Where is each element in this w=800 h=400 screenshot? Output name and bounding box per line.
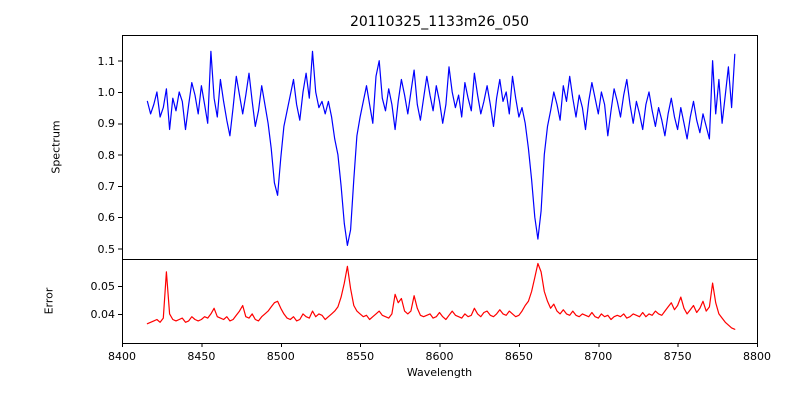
x-axis-label: Wavelength — [406, 366, 473, 379]
x-tick-label: 8650 — [504, 350, 533, 363]
error-y-tick-label: 0.05 — [90, 279, 116, 293]
spectrum-y-tick-label: 0.6 — [97, 211, 116, 225]
spectrum-plot-area — [122, 35, 758, 260]
spectrum-y-axis-label: Spectrum — [49, 120, 63, 174]
chart-title: 20110325_1133m26_050 — [349, 14, 530, 30]
spectrum-y-tick-label: 0.8 — [97, 148, 116, 162]
error-plot-area — [122, 259, 758, 344]
spectrum-y-tick-label: 0.7 — [97, 179, 116, 193]
spectrum-y-tick-label: 1.0 — [97, 85, 116, 99]
x-tick-label: 8500 — [266, 350, 295, 363]
x-tick-label: 8400 — [108, 350, 136, 363]
x-tick-label: 8750 — [663, 350, 692, 363]
error-line — [146, 262, 736, 330]
x-tick-label: 8700 — [584, 350, 613, 363]
error-y-axis-label: Error — [42, 287, 56, 315]
spectrum-y-tick-label: 0.9 — [97, 117, 116, 131]
x-tick-label: 8450 — [187, 350, 216, 363]
error-y-tick-label: 0.04 — [90, 307, 116, 321]
spectrum-line — [146, 50, 736, 246]
spectrum-y-tick-label: 0.5 — [97, 242, 116, 256]
spectrum-y-tick-label: 1.1 — [97, 54, 116, 68]
x-tick-label: 8800 — [743, 350, 771, 363]
x-tick-label: 8550 — [346, 350, 375, 363]
x-tick-label: 8600 — [425, 350, 454, 363]
